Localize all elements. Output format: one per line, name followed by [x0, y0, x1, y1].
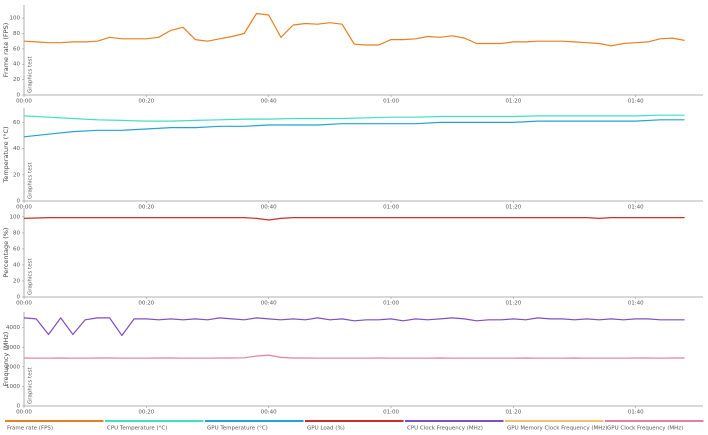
- legend-label: GPU Memory Clock Frequency (MHz): [507, 426, 607, 432]
- x-tick-label: 01:20: [505, 410, 521, 416]
- legend-label: GPU Temperature (°C): [207, 426, 268, 432]
- x-tick-label: 00:20: [138, 410, 154, 416]
- legend-swatch: [405, 420, 504, 422]
- legend-swatch: [505, 420, 604, 422]
- legend-label: CPU Clock Frequency (MHz): [407, 426, 483, 432]
- series-line: [23, 317, 685, 337]
- y-tick-label: 2000: [6, 364, 20, 370]
- series-line: [23, 354, 685, 359]
- y-axis-label: Temperature (°C): [2, 126, 10, 183]
- x-tick-label: 01:40: [628, 410, 644, 416]
- annotation: Graphics test: [28, 56, 34, 93]
- annotation: Graphics test: [28, 367, 34, 404]
- y-axis-label: Percentage (%): [2, 228, 10, 278]
- x-tick-label: 01:40: [628, 205, 644, 211]
- y-tick-label: 0: [17, 93, 21, 99]
- x-tick-label: 00:00: [16, 205, 32, 211]
- annotation: Graphics test: [28, 258, 34, 295]
- y-tick-label: 40: [13, 62, 20, 68]
- x-tick-label: 00:40: [261, 99, 277, 105]
- y-tick-label: 0: [17, 404, 21, 410]
- x-tick-label: 00:40: [261, 205, 277, 211]
- y-tick-label: 20: [13, 77, 20, 83]
- x-tick-label: 01:20: [505, 205, 521, 211]
- x-tick-label: 01:20: [505, 99, 521, 105]
- y-axis-label: Frequency (MHz): [2, 332, 10, 387]
- y-tick-label: 3000: [6, 345, 20, 351]
- y-tick-label: 80: [13, 230, 20, 236]
- x-tick-label: 00:00: [16, 301, 32, 307]
- series-line: [23, 119, 685, 138]
- y-tick-label: 40: [13, 262, 20, 268]
- legend-label: GPU Load (%): [307, 426, 345, 432]
- legend-swatch: [205, 420, 304, 422]
- legend-swatch: [105, 420, 204, 422]
- series-line: [23, 114, 685, 122]
- y-tick-label: 100: [10, 214, 21, 220]
- x-tick-label: 00:40: [261, 301, 277, 307]
- legend-label: GPU Clock Frequency (MHz): [607, 426, 683, 432]
- y-tick-label: 40: [13, 146, 20, 152]
- legend-label: CPU Temperature (°C): [107, 426, 167, 432]
- y-tick-label: 0: [17, 295, 21, 301]
- x-tick-label: 00:00: [16, 410, 32, 416]
- x-tick-label: 01:40: [628, 301, 644, 307]
- legend-swatch: [605, 420, 704, 422]
- y-tick-label: 60: [13, 246, 20, 252]
- x-tick-label: 00:20: [138, 99, 154, 105]
- legend-swatch: [5, 420, 104, 422]
- y-tick-label: 60: [13, 46, 20, 52]
- legend-label: Frame rate (FPS): [7, 426, 53, 432]
- series-line: [23, 217, 685, 221]
- y-tick-label: 80: [13, 31, 20, 37]
- y-tick-label: 0: [17, 199, 21, 205]
- series-line: [23, 12, 685, 47]
- y-tick-label: 4000: [6, 325, 20, 331]
- y-tick-label: 100: [10, 16, 21, 22]
- y-tick-label: 1000: [6, 384, 20, 390]
- x-tick-label: 01:00: [383, 99, 399, 105]
- annotation: Graphics test: [28, 162, 34, 199]
- y-tick-label: 20: [13, 172, 20, 178]
- x-tick-label: 00:20: [138, 205, 154, 211]
- x-tick-label: 01:00: [383, 205, 399, 211]
- x-tick-label: 00:20: [138, 301, 154, 307]
- x-tick-label: 01:20: [505, 301, 521, 307]
- x-tick-label: 00:40: [261, 410, 277, 416]
- y-tick-label: 60: [13, 120, 20, 126]
- x-tick-label: 01:40: [628, 99, 644, 105]
- x-tick-label: 01:00: [383, 301, 399, 307]
- y-tick-label: 20: [13, 278, 20, 284]
- y-axis-label: Frame rate (FPS): [2, 23, 10, 77]
- x-tick-label: 00:00: [16, 99, 32, 105]
- x-tick-label: 01:00: [383, 410, 399, 416]
- legend-swatch: [305, 420, 404, 422]
